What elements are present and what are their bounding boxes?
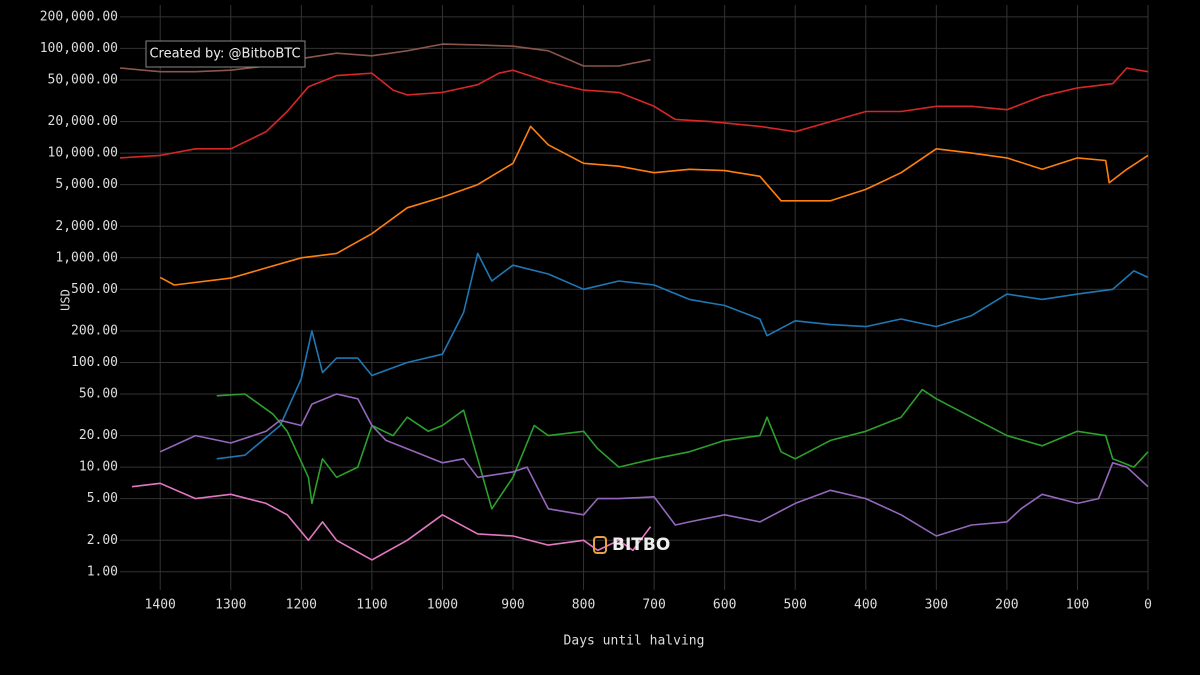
annotation: Created by: @BitboBTC <box>149 47 300 62</box>
y-tick-label: 5,000.00 <box>55 177 118 192</box>
y-tick-label: 1,000.00 <box>55 250 118 265</box>
x-tick-label: 1400 <box>145 598 176 613</box>
y-tick-label: 2.00 <box>87 533 118 548</box>
y-tick-label: 500.00 <box>71 282 118 297</box>
y-tick-label: 10.00 <box>79 460 118 475</box>
grid <box>120 5 1149 590</box>
y-tick-label: 5.00 <box>87 491 118 506</box>
y-tick-label: 50.00 <box>79 386 118 401</box>
x-tick-label: 200 <box>995 598 1018 613</box>
series-line <box>119 67 1149 159</box>
series-line <box>216 252 1149 460</box>
y-tick-label: 10,000.00 <box>48 146 118 161</box>
series-line <box>131 482 652 561</box>
x-tick-label: 1000 <box>427 598 458 613</box>
y-axis-label: USD <box>59 289 73 311</box>
y-tick-label: 200.00 <box>71 323 118 338</box>
x-tick-label: 400 <box>854 598 877 613</box>
labels: 1.00 2.00 5.00 10.00 20.00 50.00 100.00 200.00 5… <box>40 9 1152 612</box>
y-tick-label: 100,000.00 <box>40 41 118 56</box>
series-line <box>119 43 651 73</box>
y-tick-label: 1.00 <box>87 564 118 579</box>
x-tick-label: 600 <box>713 598 736 613</box>
x-tick-label: 900 <box>501 598 524 613</box>
x-tick-label: 1200 <box>286 598 317 613</box>
lines <box>119 43 1149 561</box>
y-tick-label: 50,000.00 <box>48 72 118 87</box>
x-tick-label: 100 <box>1066 598 1089 613</box>
x-tick-label: 0 <box>1144 598 1152 613</box>
annotation-box <box>145 40 306 68</box>
x-tick-label: 500 <box>783 598 806 613</box>
y-tick-label: 100.00 <box>71 355 118 370</box>
y-tick-label: 2,000.00 <box>55 219 118 234</box>
series-line <box>216 388 1149 510</box>
x-tick-label: 1300 <box>215 598 246 613</box>
y-tick-label: 200,000.00 <box>40 9 118 24</box>
watermark-logo <box>593 536 607 554</box>
x-tick-label: 300 <box>925 598 948 613</box>
watermark: BITBO <box>612 535 670 555</box>
series-line <box>159 393 1149 537</box>
y-tick-label: 20,000.00 <box>48 114 118 129</box>
x-axis-label: Days until halving <box>564 634 705 649</box>
x-tick-label: 800 <box>572 598 595 613</box>
y-tick-label: 20.00 <box>79 428 118 443</box>
series-line <box>159 125 1149 286</box>
x-tick-label: 1100 <box>356 598 387 613</box>
x-tick-label: 700 <box>642 598 665 613</box>
